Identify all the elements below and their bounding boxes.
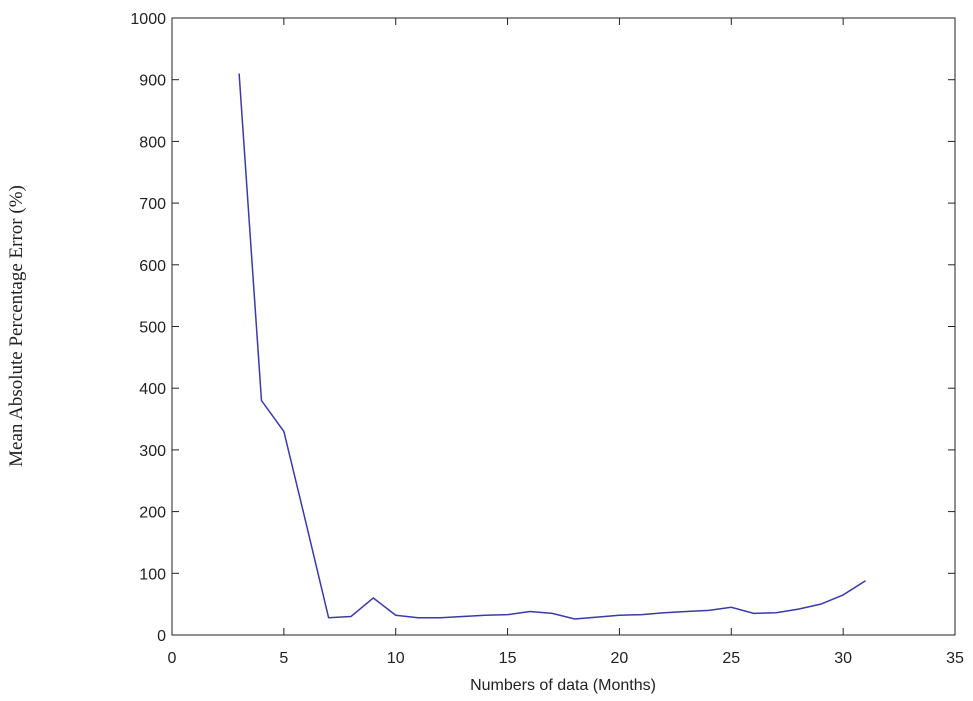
y-tick-label: 600 <box>139 258 166 275</box>
x-tick-label: 20 <box>611 650 629 667</box>
x-tick-label: 0 <box>168 650 177 667</box>
y-tick-label: 200 <box>139 505 166 522</box>
x-tick-label: 5 <box>279 650 288 667</box>
x-tick-label: 35 <box>946 650 964 667</box>
y-tick-label: 100 <box>139 566 166 583</box>
y-tick-label: 1000 <box>130 11 166 28</box>
y-tick-label: 900 <box>139 73 166 90</box>
y-tick-label: 0 <box>157 628 166 645</box>
chart: Numbers of data (Months) Mean Absolute P… <box>0 0 973 701</box>
plot-frame <box>172 18 955 635</box>
x-tick-label: 25 <box>722 650 740 667</box>
y-tick-label: 700 <box>139 196 166 213</box>
x-axis-label: Numbers of data (Months) <box>470 677 656 694</box>
x-tick-label: 30 <box>834 650 852 667</box>
x-tick-label: 10 <box>387 650 405 667</box>
y-axis-label: Mean Absolute Percentage Error (%) <box>6 185 27 467</box>
y-tick-label: 300 <box>139 443 166 460</box>
y-tick-label: 500 <box>139 320 166 337</box>
y-tick-label: 400 <box>139 381 166 398</box>
y-tick-label: 800 <box>139 134 166 151</box>
page: Numbers of data (Months) Mean Absolute P… <box>0 0 973 701</box>
x-tick-label: 15 <box>499 650 517 667</box>
